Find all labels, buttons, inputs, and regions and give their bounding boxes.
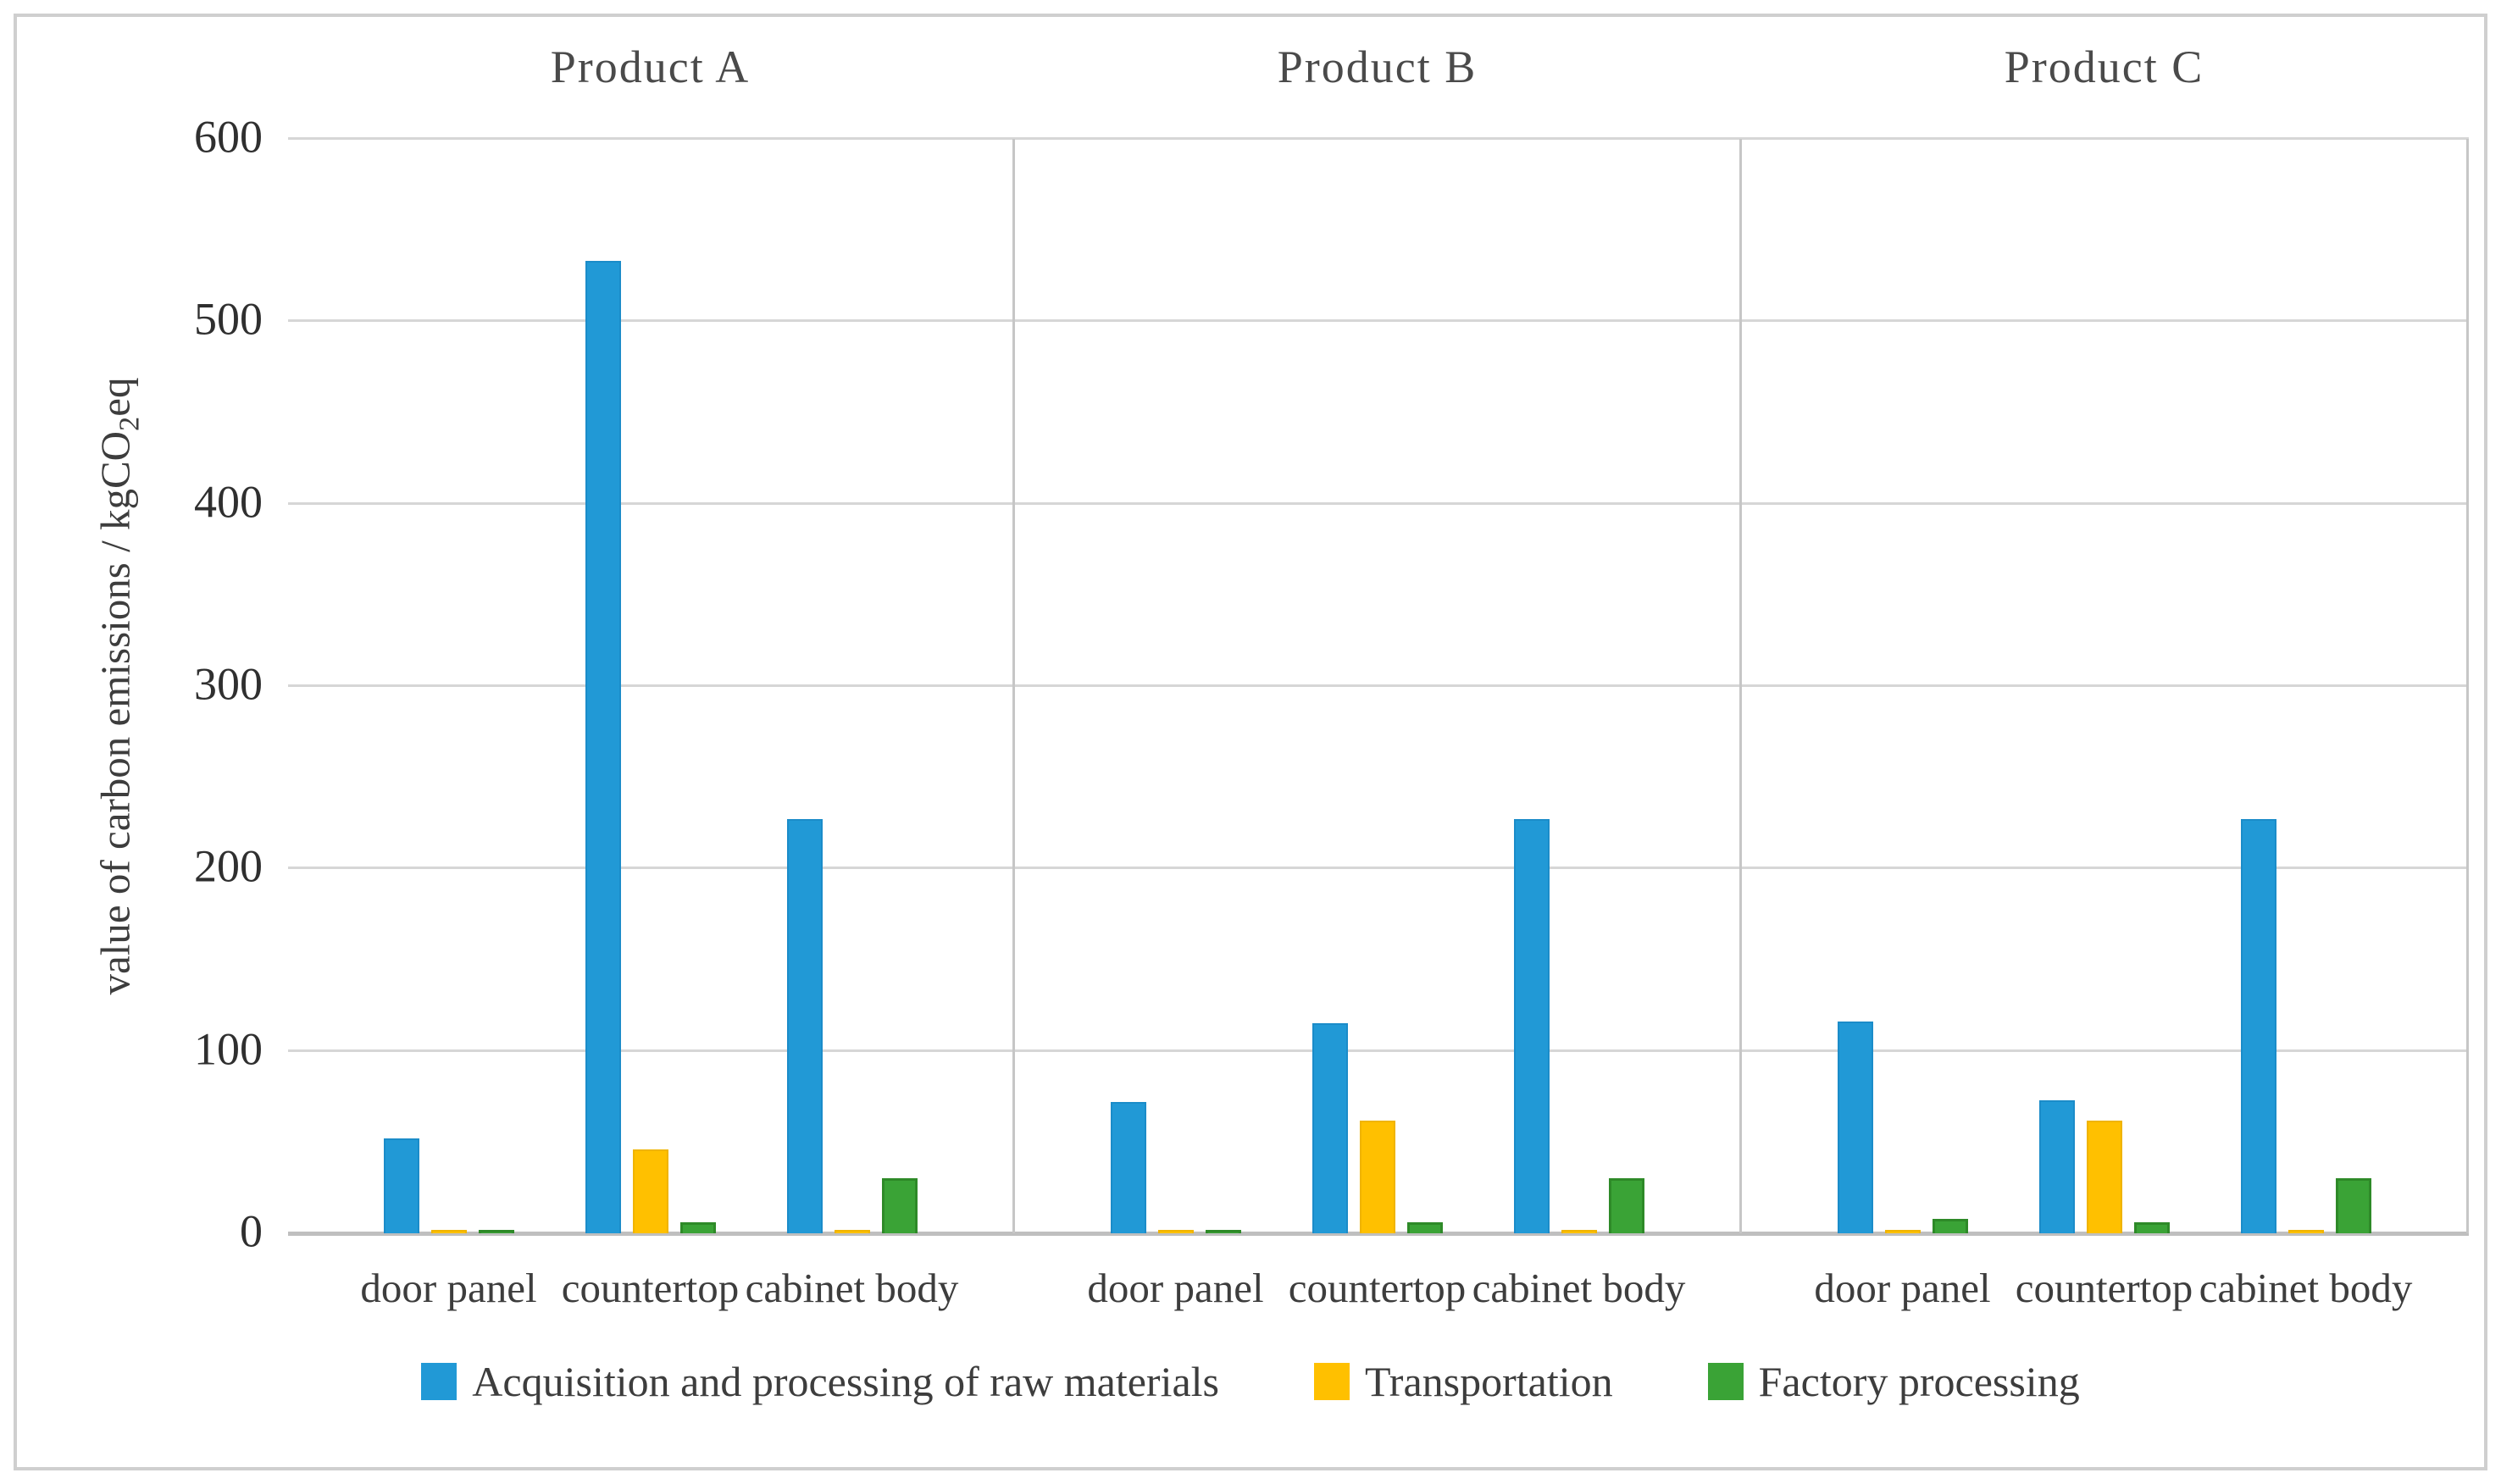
legend-label: Acquisition and processing of raw materi… [472, 1358, 1220, 1405]
gridline-100 [288, 1049, 2469, 1052]
bar-transportation-cabinet-body [2288, 1229, 2324, 1233]
bar-factory-countertop [2133, 1222, 2170, 1233]
bar-factory-countertop [1406, 1222, 1443, 1233]
bar-acquisition-countertop [2038, 1099, 2075, 1233]
bar-acquisition-door-panel [383, 1138, 419, 1233]
bar-transportation-countertop [2086, 1120, 2122, 1233]
bar-transportation-door-panel [1884, 1229, 1921, 1233]
gridline-200 [288, 867, 2469, 870]
y-tick-label-0: 0 [240, 1205, 263, 1257]
category-label: cabinet body [1472, 1265, 1686, 1311]
panel-product-b: Product B door panel countertop cabinet bod… [1015, 42, 1742, 1311]
bar-transportation-door-panel [430, 1229, 467, 1233]
y-tick-label-600: 600 [194, 111, 263, 163]
legend-item-0: Acquisition and processing of raw materi… [421, 1357, 1219, 1406]
bar-acquisition-cabinet-body [2240, 819, 2276, 1233]
bar-cluster-countertop: countertop [1289, 139, 1466, 1311]
legend-label: Factory processing [1758, 1358, 2080, 1405]
bar-acquisition-countertop [1312, 1023, 1348, 1233]
y-axis-title-text: value of carbon emissions / kgCO [92, 430, 139, 995]
y-tick-label-300: 300 [194, 658, 263, 710]
category-label: door panel [360, 1265, 537, 1311]
bar-factory-countertop [679, 1222, 716, 1233]
gridline-500 [288, 319, 2469, 323]
panel-title: Product B [1277, 42, 1478, 92]
bar-factory-cabinet-body [881, 1178, 918, 1233]
panel-title: Product C [2004, 42, 2204, 92]
bar-factory-cabinet-body [2335, 1178, 2371, 1233]
legend: Acquisition and processing of raw materi… [0, 1357, 2501, 1406]
bar-acquisition-door-panel [1837, 1022, 1873, 1233]
bar-cluster-cabinet-body: cabinet body [1472, 139, 1685, 1311]
category-label: door panel [1087, 1265, 1264, 1311]
bar-transportation-countertop [632, 1149, 668, 1233]
legend-swatch-icon [1314, 1363, 1350, 1400]
bar-cluster-countertop: countertop [562, 139, 739, 1311]
bar-transportation-cabinet-body [1561, 1229, 1597, 1233]
y-tick-label-500: 500 [194, 293, 263, 345]
bar-factory-door-panel [1205, 1229, 1241, 1233]
legend-swatch-icon [1707, 1363, 1744, 1400]
y-tick-label-200: 200 [194, 840, 263, 892]
bar-cluster-door-panel: door panel [1087, 139, 1264, 1311]
bar-acquisition-cabinet-body [1513, 819, 1550, 1233]
y-tick-label-400: 400 [194, 476, 263, 528]
gridline-600 [288, 137, 2469, 140]
bar-cluster-door-panel: door panel [360, 139, 537, 1311]
bar-cluster-door-panel: door panel [1814, 139, 1991, 1311]
gridline-300 [288, 684, 2469, 687]
panel-product-c: Product C door panel countertop cabinet bod… [1742, 42, 2469, 1311]
bar-acquisition-cabinet-body [786, 819, 823, 1233]
bar-transportation-countertop [1359, 1120, 1395, 1233]
y-axis-title-unit: eq [92, 377, 139, 417]
legend-item-1: Transportation [1314, 1357, 1613, 1406]
category-label: cabinet body [2199, 1265, 2413, 1311]
bar-factory-cabinet-body [1608, 1178, 1644, 1233]
bar-acquisition-countertop [585, 261, 621, 1233]
category-label: cabinet body [745, 1265, 959, 1311]
y-tick-label-100: 100 [194, 1023, 263, 1075]
bar-cluster-countertop: countertop [2016, 139, 2193, 1311]
y-axis-title-subscript: 2 [113, 416, 146, 431]
panel-product-a: Product A door panel countertop cabinet bod… [288, 42, 1015, 1311]
x-axis-line [288, 1232, 2469, 1236]
bar-factory-door-panel [478, 1229, 514, 1233]
bar-cluster-cabinet-body: cabinet body [746, 139, 958, 1311]
bar-transportation-cabinet-body [834, 1229, 870, 1233]
gridline-400 [288, 501, 2469, 505]
bar-acquisition-door-panel [1110, 1101, 1146, 1233]
bar-cluster-cabinet-body: cabinet body [2199, 139, 2412, 1311]
legend-item-2: Factory processing [1707, 1357, 2080, 1406]
bar-factory-door-panel [1932, 1218, 1968, 1233]
legend-swatch-icon [421, 1363, 458, 1400]
panel-title: Product A [550, 42, 751, 92]
category-label: countertop [561, 1265, 740, 1311]
plot-area: 600 500 400 300 200 100 0 Product A door panel c… [194, 42, 2469, 1311]
legend-label: Transportation [1365, 1358, 1613, 1405]
category-label: countertop [2015, 1265, 2193, 1311]
category-label: countertop [1288, 1265, 1467, 1311]
category-label: door panel [1814, 1265, 1991, 1311]
bar-transportation-door-panel [1157, 1229, 1194, 1233]
y-axis-title: value of carbon emissions / kgCO2eq [92, 378, 147, 995]
